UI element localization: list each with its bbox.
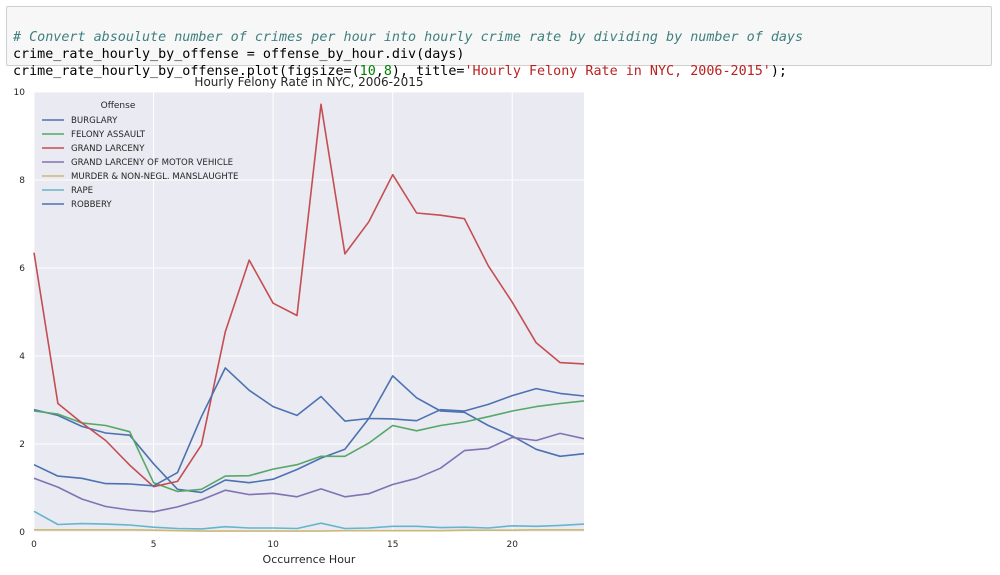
- code-figsize-width: 10: [359, 64, 376, 79]
- series-line-5: [33, 510, 585, 530]
- chart-title: Hourly Felony Rate in NYC, 2006-2015: [194, 75, 423, 89]
- code-figsize-comma: ,: [375, 64, 384, 79]
- series-line-3: [33, 432, 585, 513]
- y-tick-label: 0: [19, 528, 25, 538]
- y-tick-label: 6: [19, 264, 25, 274]
- series-line-0: [33, 374, 585, 494]
- legend-entry-label: BURGLARY: [71, 116, 118, 126]
- x-tick-label: 0: [31, 540, 37, 550]
- code-comment-line: # Convert absoulute number of crimes per…: [13, 30, 804, 45]
- legend-entry-label: RAPE: [71, 186, 93, 196]
- code-title-kw: ), title=: [391, 64, 465, 79]
- chart-container: 0 5 10 15 20 0 2 4 6 8 10 Hourly Felony Rate in NY…: [0, 72, 600, 570]
- legend-entry-label: ROBBERY: [71, 200, 112, 210]
- code-line-plot: crime_rate_hourly_by_offense.plot(figsiz…: [13, 63, 985, 80]
- x-tick-label: 10: [267, 540, 279, 550]
- series-line-2: [33, 103, 585, 488]
- line-chart: 0 5 10 15 20 0 2 4 6 8 10 Hourly Felony Rate in NY…: [14, 75, 585, 566]
- x-tick-label: 15: [387, 540, 398, 550]
- code-figsize-height: 8: [383, 64, 392, 79]
- plot-area: [34, 92, 584, 532]
- series-line-1: [33, 400, 585, 493]
- x-tick-label: 20: [507, 540, 519, 550]
- grid-lines: [33, 91, 584, 533]
- x-tick-label: 5: [151, 540, 157, 550]
- y-tick-label: 2: [19, 440, 25, 450]
- legend-entry-label: GRAND LARCENY OF MOTOR VEHICLE: [71, 158, 233, 168]
- code-title-string: 'Hourly Felony Rate in NYC, 2006-2015': [464, 64, 771, 79]
- code-line-end: );: [770, 64, 787, 79]
- code-cell[interactable]: # Convert absoulute number of crimes per…: [6, 6, 992, 79]
- series-lines: [33, 103, 585, 532]
- legend-entry-label: MURDER & NON-NEGL. MANSLAUGHTE: [71, 172, 238, 182]
- legend-title: Offense: [101, 101, 136, 111]
- y-tick-label: 4: [19, 352, 25, 362]
- x-axis-label: Occurrence Hour: [263, 553, 356, 566]
- y-tick-label: 10: [14, 88, 26, 98]
- code-line-div: crime_rate_hourly_by_offense = offense_b…: [13, 47, 465, 62]
- series-line-6: [33, 367, 585, 487]
- code-plot-prefix: crime_rate_hourly_by_offense.plot(figsiz…: [13, 64, 360, 79]
- legend: Offense BURGLARY FELONY ASSAULT GRAND LARC…: [42, 101, 238, 210]
- series-line-4: [34, 528, 584, 532]
- legend-entry-label: GRAND LARCENY: [71, 144, 145, 154]
- y-tick-label: 8: [19, 176, 25, 186]
- legend-entry-label: FELONY ASSAULT: [71, 130, 146, 140]
- tick-labels: 0 5 10 15 20 0 2 4 6 8 10: [14, 88, 519, 550]
